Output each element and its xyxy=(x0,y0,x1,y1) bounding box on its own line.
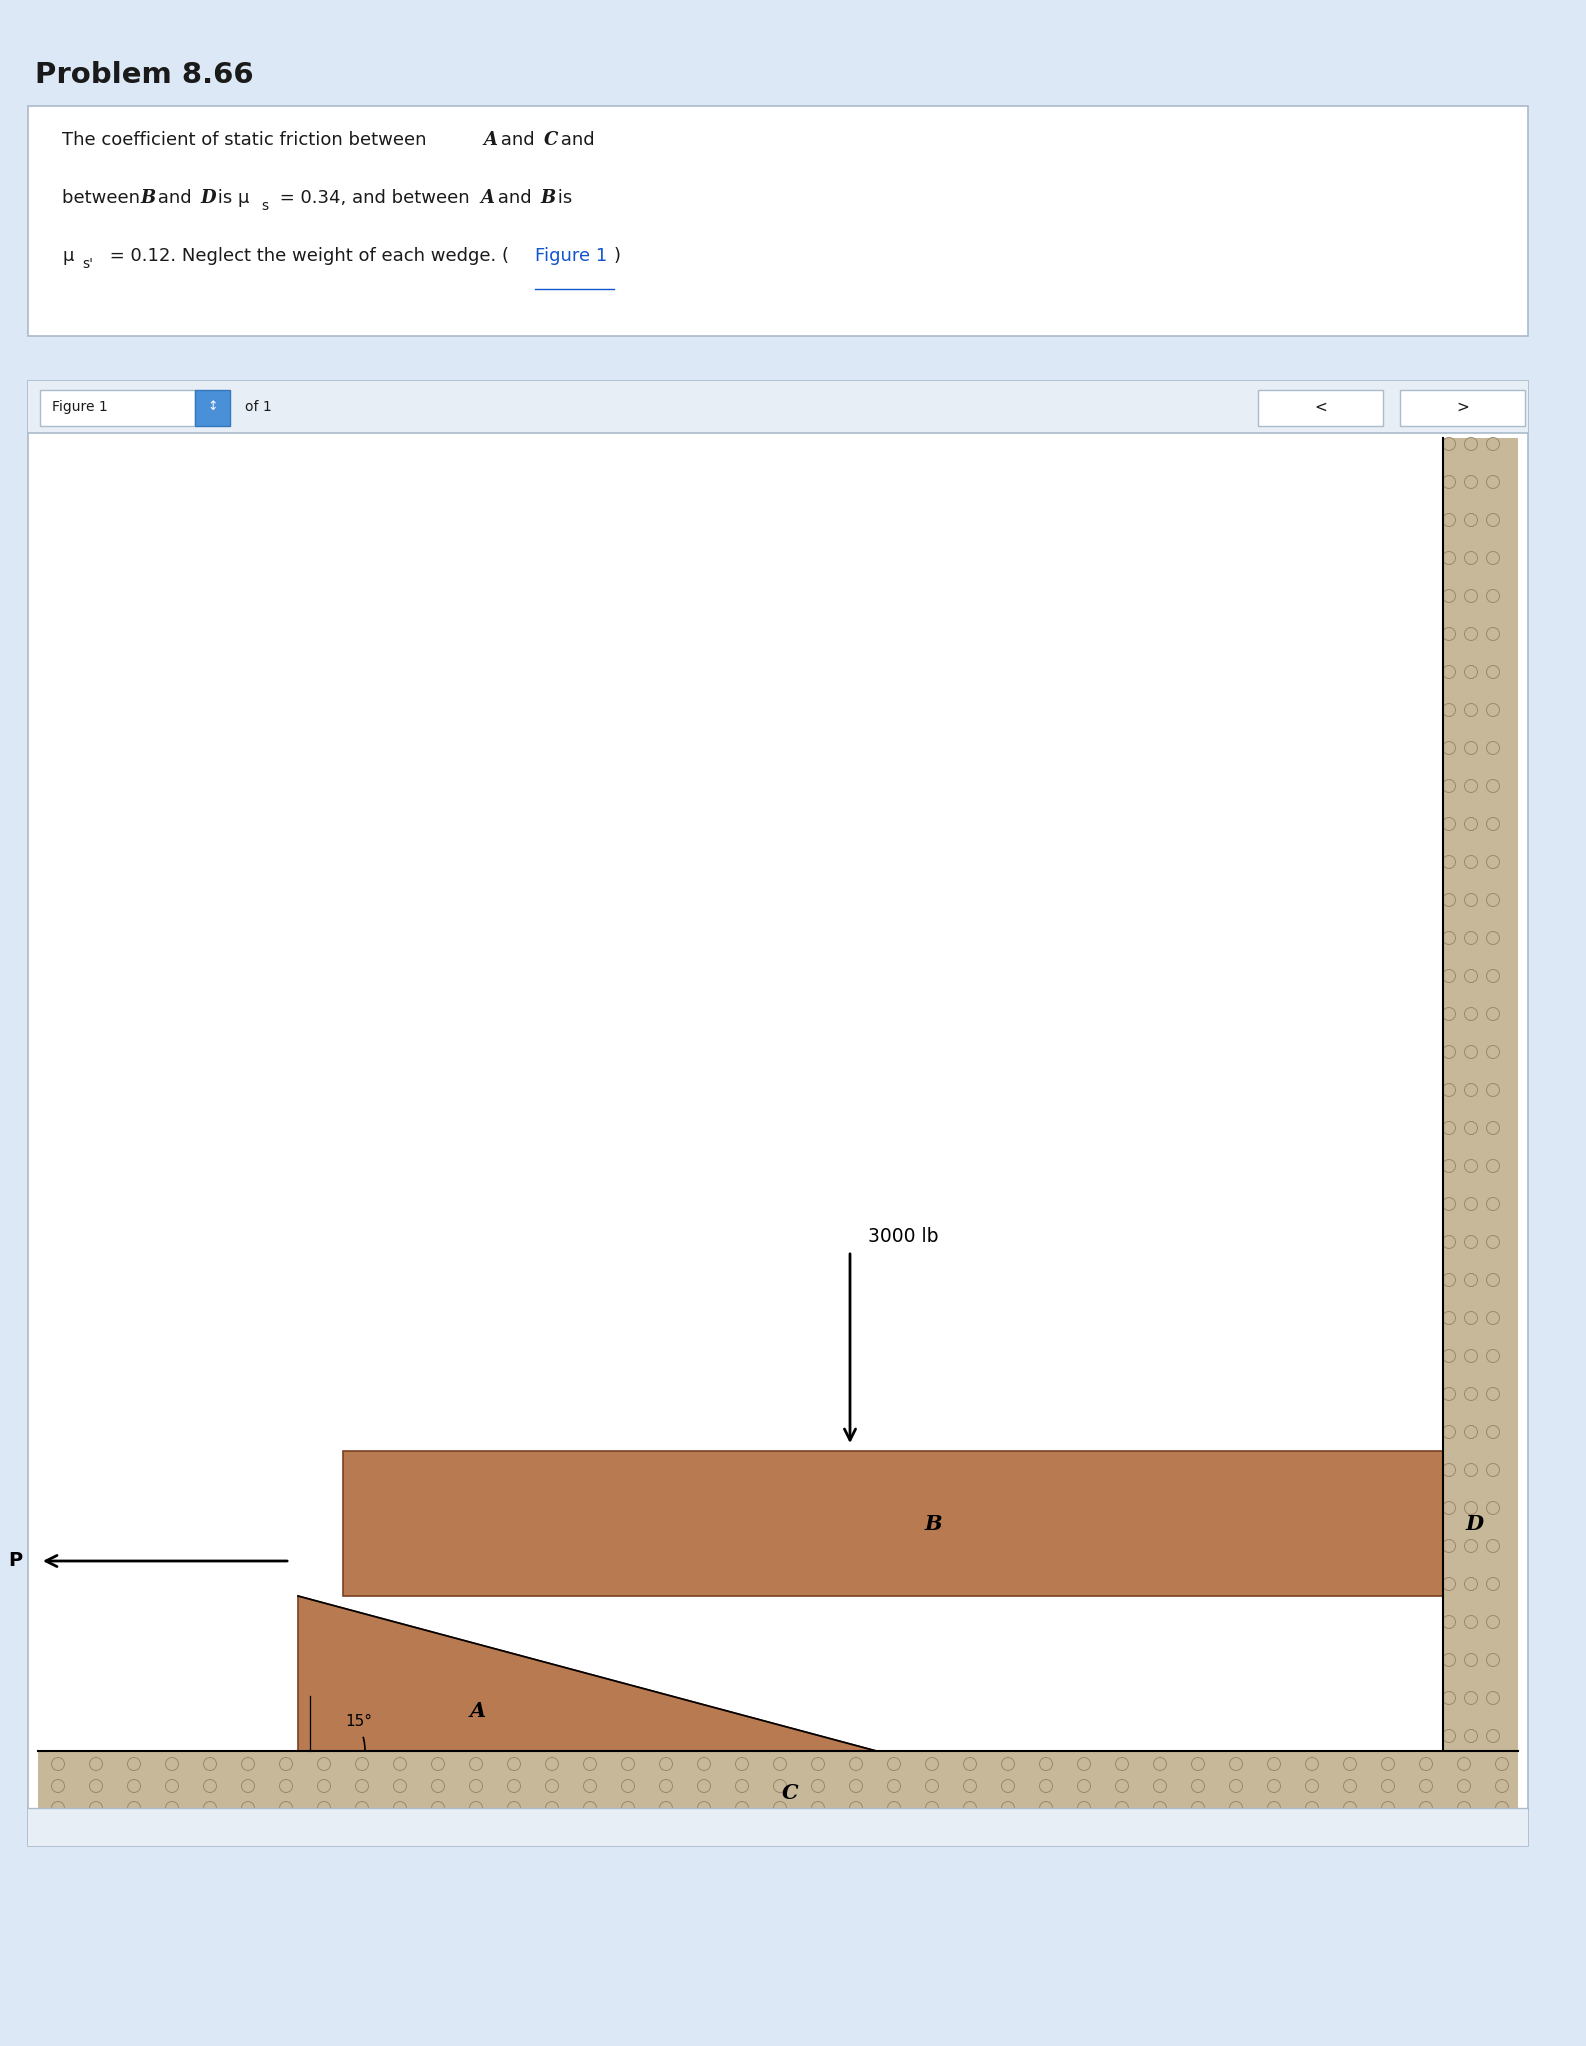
Polygon shape xyxy=(298,1596,877,1751)
Text: = 0.34, and between: = 0.34, and between xyxy=(274,188,476,207)
Text: of 1: of 1 xyxy=(244,401,271,413)
Text: is μ: is μ xyxy=(213,188,249,207)
Text: is: is xyxy=(552,188,573,207)
Text: P: P xyxy=(8,1551,22,1571)
Polygon shape xyxy=(38,1751,1518,1835)
Text: between: between xyxy=(62,188,146,207)
Text: and: and xyxy=(555,131,595,149)
Text: Problem 8.66: Problem 8.66 xyxy=(35,61,254,88)
FancyBboxPatch shape xyxy=(195,391,230,426)
FancyBboxPatch shape xyxy=(29,1809,1527,1845)
Text: ↕: ↕ xyxy=(208,401,217,413)
FancyBboxPatch shape xyxy=(1258,391,1383,426)
Text: = 0.12. Neglect the weight of each wedge. (: = 0.12. Neglect the weight of each wedge… xyxy=(105,248,509,266)
Text: and: and xyxy=(492,188,538,207)
FancyBboxPatch shape xyxy=(29,381,1527,434)
Polygon shape xyxy=(1443,438,1518,1751)
Text: Figure 1: Figure 1 xyxy=(52,401,108,413)
Text: Figure 1: Figure 1 xyxy=(534,248,607,266)
Text: A: A xyxy=(484,131,498,149)
FancyBboxPatch shape xyxy=(29,381,1527,1845)
FancyBboxPatch shape xyxy=(40,391,195,426)
Text: C: C xyxy=(782,1782,799,1803)
Text: B: B xyxy=(141,188,155,207)
Text: D: D xyxy=(1465,1514,1483,1534)
FancyBboxPatch shape xyxy=(29,106,1527,336)
Text: D: D xyxy=(201,188,217,207)
Text: >: > xyxy=(1456,399,1469,415)
Text: B: B xyxy=(925,1514,942,1534)
Text: 15°: 15° xyxy=(346,1715,373,1729)
Text: C: C xyxy=(544,131,558,149)
Text: and: and xyxy=(495,131,541,149)
Text: A: A xyxy=(469,1700,487,1721)
Text: s': s' xyxy=(82,258,94,270)
Text: <: < xyxy=(1315,399,1327,415)
FancyBboxPatch shape xyxy=(1400,391,1526,426)
Text: 3000 lb: 3000 lb xyxy=(868,1228,939,1246)
Polygon shape xyxy=(343,1451,1443,1596)
Text: The coefficient of static friction between: The coefficient of static friction betwe… xyxy=(62,131,433,149)
Text: B: B xyxy=(541,188,557,207)
Text: ): ) xyxy=(614,248,620,266)
Text: and: and xyxy=(152,188,197,207)
Text: s: s xyxy=(262,198,268,213)
Text: A: A xyxy=(481,188,495,207)
Text: μ: μ xyxy=(62,248,73,266)
